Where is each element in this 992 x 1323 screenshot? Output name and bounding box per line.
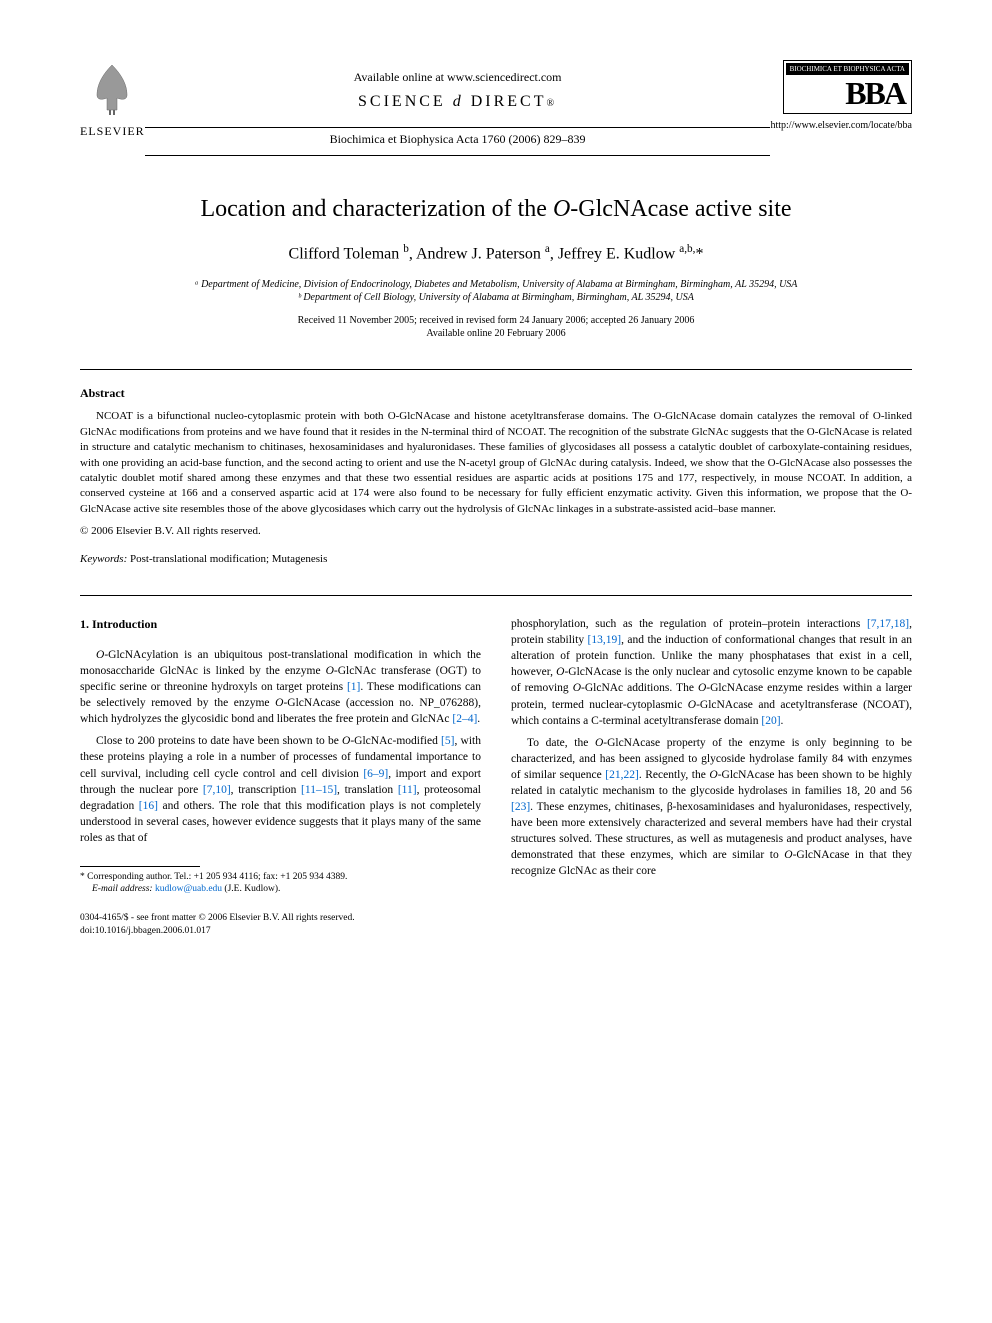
author-2-aff: a: [545, 243, 550, 255]
body-columns: 1. Introduction O-GlcNAcylation is an ub…: [80, 616, 912, 938]
email-name: (J.E. Kudlow).: [224, 884, 280, 894]
ref-11-15[interactable]: [11–15]: [301, 784, 337, 796]
footnote-rule: [80, 866, 200, 867]
author-2: Andrew J. Paterson: [416, 245, 541, 262]
locate-url[interactable]: http://www.elsevier.com/locate/bba: [770, 120, 912, 131]
email-footnote: E-mail address: kudlow@uab.edu (J.E. Kud…: [80, 883, 481, 895]
email-link[interactable]: kudlow@uab.edu: [155, 884, 222, 894]
ref-23[interactable]: [23]: [511, 801, 530, 813]
p2-t1: Close to 200 proteins to date have been …: [96, 735, 342, 747]
received-date: Received 11 November 2005; received in r…: [80, 315, 912, 326]
elsevier-label: ELSEVIER: [80, 124, 145, 139]
bba-logo-block: BIOCHIMICA ET BIOPHYSICA ACTA BBA http:/…: [770, 60, 912, 131]
right-column: phosphorylation, such as the regulation …: [511, 616, 912, 938]
p2-t6: , translation: [337, 784, 398, 796]
elsevier-tree-icon: [82, 60, 142, 120]
header-center: Available online at www.sciencedirect.co…: [145, 60, 771, 156]
author-1-aff: b: [403, 243, 409, 255]
ref-16[interactable]: [16]: [139, 800, 158, 812]
intro-heading: 1. Introduction: [80, 616, 481, 633]
abstract-heading: Abstract: [80, 386, 912, 401]
keywords-label: Keywords:: [80, 553, 127, 565]
header-rule-bottom: [145, 155, 771, 156]
affiliation-b: ᵇ Department of Cell Biology, University…: [80, 292, 912, 303]
p2-t5: , transcription: [231, 784, 301, 796]
p3-t8: .: [781, 715, 784, 727]
keywords-line: Keywords: Post-translational modificatio…: [80, 553, 912, 565]
available-online-text: Available online at www.sciencedirect.co…: [145, 70, 771, 85]
header-block: ELSEVIER Available online at www.science…: [80, 60, 912, 156]
d-icon: d: [453, 93, 464, 110]
ref-1[interactable]: [1]: [347, 681, 360, 693]
elsevier-logo: ELSEVIER: [80, 60, 145, 139]
science-direct-logo: SCIENCE d DIRECT®: [145, 93, 771, 111]
direct-label: DIRECT: [471, 93, 547, 110]
abstract-rule-top: [80, 369, 912, 370]
ref-7-17-18[interactable]: [7,17,18]: [867, 618, 909, 630]
p3-o2: O: [573, 682, 581, 694]
p3-o4: O: [688, 699, 696, 711]
p4-t3: . Recently, the: [639, 769, 710, 781]
p2-t2: -GlcNAc-modified: [350, 735, 441, 747]
abstract-rule-bottom: [80, 595, 912, 596]
author-3-aff: a,b,: [679, 243, 695, 255]
bba-text: BBA: [786, 75, 909, 111]
p4-o3: O: [784, 849, 792, 861]
ref-11[interactable]: [11]: [398, 784, 417, 796]
ref-5[interactable]: [5]: [441, 735, 454, 747]
ref-20[interactable]: [20]: [761, 715, 780, 727]
corresponding-footnote: * Corresponding author. Tel.: +1 205 934…: [80, 871, 481, 883]
abstract-text: NCOAT is a bifunctional nucleo-cytoplasm…: [80, 409, 912, 517]
intro-p4: To date, the O-GlcNAcase property of the…: [511, 735, 912, 880]
intro-p2: Close to 200 proteins to date have been …: [80, 733, 481, 846]
intro-p3: phosphorylation, such as the regulation …: [511, 616, 912, 729]
science-label: SCIENCE: [358, 93, 446, 110]
title-part2: -GlcNAcase active site: [570, 196, 791, 222]
authors-line: Clifford Toleman b, Andrew J. Paterson a…: [80, 243, 912, 263]
intro-p1: O-GlcNAcylation is an ubiquitous post-tr…: [80, 647, 481, 727]
journal-reference: Biochimica et Biophysica Acta 1760 (2006…: [145, 128, 771, 151]
bba-subtitle: BIOCHIMICA ET BIOPHYSICA ACTA: [786, 63, 909, 75]
title-italic: O: [553, 196, 570, 222]
p3-t1: phosphorylation, such as the regulation …: [511, 618, 867, 630]
bba-logo: BIOCHIMICA ET BIOPHYSICA ACTA BBA: [783, 60, 912, 114]
affiliations-block: ᵃ Department of Medicine, Division of En…: [80, 279, 912, 303]
ref-13-19[interactable]: [13,19]: [588, 634, 622, 646]
p3-t5: -GlcNAc additions. The: [581, 682, 698, 694]
p4-o2: O: [709, 769, 717, 781]
ref-21-22[interactable]: [21,22]: [605, 769, 639, 781]
author-3: Jeffrey E. Kudlow: [558, 245, 675, 262]
affiliation-a: ᵃ Department of Medicine, Division of En…: [80, 279, 912, 290]
email-label: E-mail address:: [92, 884, 153, 894]
keywords-text: Post-translational modification; Mutagen…: [130, 553, 327, 565]
abstract-section: Abstract NCOAT is a bifunctional nucleo-…: [80, 386, 912, 537]
p4-o1: O: [595, 737, 603, 749]
ref-7-10[interactable]: [7,10]: [203, 784, 231, 796]
available-date: Available online 20 February 2006: [80, 328, 912, 339]
article-title: Location and characterization of the O-G…: [80, 196, 912, 223]
title-part1: Location and characterization of the: [200, 196, 553, 222]
footer-issn: 0304-4165/$ - see front matter © 2006 El…: [80, 912, 481, 925]
dates-block: Received 11 November 2005; received in r…: [80, 315, 912, 339]
footer-doi: doi:10.1016/j.bbagen.2006.01.017: [80, 925, 481, 938]
p4-t1: To date, the: [527, 737, 595, 749]
ref-6-9[interactable]: [6–9]: [363, 768, 388, 780]
p1-t5: .: [477, 713, 480, 725]
left-column: 1. Introduction O-GlcNAcylation is an ub…: [80, 616, 481, 938]
author-1: Clifford Toleman: [289, 245, 400, 262]
abstract-copyright: © 2006 Elsevier B.V. All rights reserved…: [80, 525, 912, 537]
p1-o2: O: [326, 665, 334, 677]
ref-2-4[interactable]: [2–4]: [452, 713, 477, 725]
